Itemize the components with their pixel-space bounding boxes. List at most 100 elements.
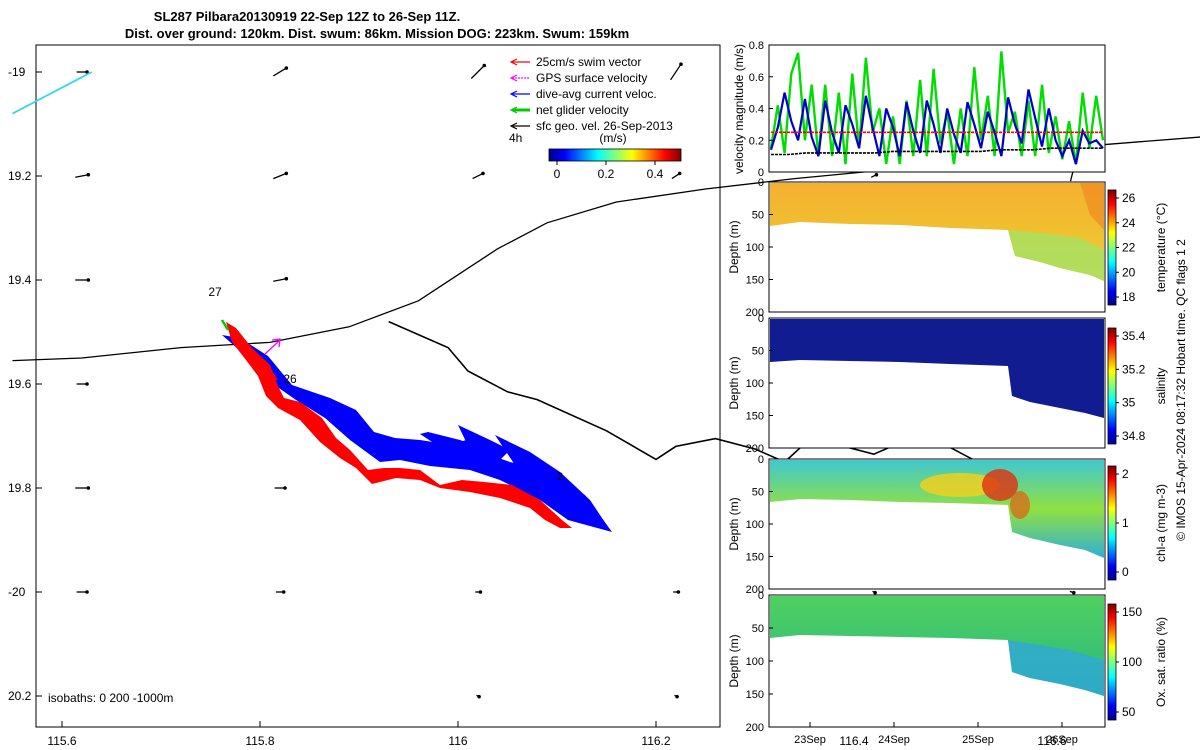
section-colorbar-tick-label: 24 <box>1122 216 1136 230</box>
section-colorbar-tick-label: 35.2 <box>1122 362 1146 376</box>
salinity-panel <box>768 317 1106 449</box>
depth-axis-label: Depth (m) <box>727 497 741 550</box>
depth-tick-label: 50 <box>752 346 764 358</box>
legend-label: dive-avg current veloc. <box>536 87 657 101</box>
geo-vector <box>273 172 287 180</box>
geo-vector-head <box>679 62 683 66</box>
gps-surface-velocity-arrow <box>264 338 281 355</box>
map-annotation-2: 2 <box>557 471 563 483</box>
depth-tick-label: 200 <box>746 443 764 455</box>
oxygen-section-deep-layer <box>1008 640 1104 696</box>
section-colorbar <box>1107 327 1117 445</box>
section-colorbar-label: salinity <box>1154 368 1168 405</box>
temperature-panel <box>768 181 1106 313</box>
map-title-line-1: SL287 Pilbara20130919 22-Sep 12Z to 26-S… <box>154 9 460 24</box>
velocity-y-ticks: 0 0.2 0.4 0.6 0.8 <box>749 40 773 179</box>
chl-maximum-core <box>982 469 1018 501</box>
legend-label: 25cm/s swim vector <box>536 55 641 69</box>
depth-tick-label: 0 <box>758 313 764 325</box>
geo-vector-head <box>873 590 877 595</box>
geo-vector <box>472 172 484 180</box>
geo-vector <box>670 63 682 81</box>
depth-tick-label: 150 <box>746 689 764 701</box>
chl-maximum-layer <box>920 473 1000 497</box>
map-y-tick-label: -20 <box>8 585 26 599</box>
geo-vector-head <box>874 172 879 177</box>
map-x-tick-label: 116.2 <box>641 734 670 748</box>
velocity-y-tick-label: 0 <box>758 167 764 179</box>
map-y-tick-label: 19.2 <box>8 169 32 183</box>
map-axis-ticks: 115.6115.8116116.2116.4116.6116.8-1919.2… <box>8 65 1067 748</box>
temperature-section-cool-layer <box>1008 230 1104 281</box>
dive-avg-current-swath <box>222 335 612 532</box>
legend-label: GPS surface velocity <box>536 71 647 85</box>
depth-tick-label: 150 <box>746 275 764 287</box>
section-colorbar-tick-label: 35 <box>1122 396 1136 410</box>
legend-arrowhead <box>509 90 518 98</box>
geo-vector-head <box>482 63 487 68</box>
section-colorbar-tick-label: 50 <box>1122 705 1136 719</box>
map-legend: 25cm/s swim vector GPS surface velocity di… <box>509 55 673 133</box>
section-colorbar-tick-label: 1 <box>1122 516 1129 530</box>
section-colorbar <box>1107 189 1117 306</box>
section-colorbar <box>1107 465 1117 581</box>
geo-vector-head <box>281 590 286 594</box>
oxygen-panel <box>768 594 1106 728</box>
map-y-tick-label: 20.2 <box>8 689 32 703</box>
speed-colorbar-ticks: 0 0.2 0.4 <box>554 161 664 181</box>
geo-vector <box>273 278 287 282</box>
map-axes-box <box>35 44 721 728</box>
geo-vector <box>272 67 287 77</box>
section-colorbar-tick-label: 26 <box>1122 191 1136 205</box>
geo-vector-head <box>86 486 91 490</box>
velocity-ylabel: velocity magnitude (m/s) <box>732 44 746 174</box>
isobaths-label: isobaths: 0 200 -1000m <box>48 691 173 705</box>
depth-tick-label: 100 <box>746 519 764 531</box>
depth-tick-label: 100 <box>746 242 764 254</box>
depth-tick-label: 50 <box>752 487 764 499</box>
map-panel: 115.6115.8116116.2116.4116.6116.8-1919.2… <box>8 44 1200 748</box>
section-colorbar <box>1107 603 1117 721</box>
legend-arrowhead <box>509 74 518 82</box>
velocity-series-line <box>769 51 1105 165</box>
geo-vector-head <box>677 171 682 176</box>
section-colorbar-tick-label: 34.8 <box>1122 429 1146 443</box>
time-tick-label: 26Sep <box>1046 734 1078 746</box>
velocity-y-tick-label: 0.2 <box>749 135 764 147</box>
depth-tick-label: 200 <box>746 722 764 734</box>
section-colorbar-tick-label: 100 <box>1122 655 1142 669</box>
speed-colorbar <box>548 148 682 162</box>
geo-vector-head <box>477 694 481 699</box>
geo-vector-head <box>676 590 681 594</box>
depth-axis-label: Depth (m) <box>727 220 741 273</box>
geo-vector-head <box>284 276 289 281</box>
chl-section <box>770 460 1104 558</box>
map-x-tick-label: 115.6 <box>47 734 76 748</box>
depth-tick-label: 0 <box>758 454 764 466</box>
colorbar-tick-label: 0 <box>554 167 561 181</box>
map-x-tick-label: 116 <box>448 734 467 748</box>
depth-tick-label: 100 <box>746 378 764 390</box>
section-colorbar-tick-label: 0 <box>1122 565 1129 579</box>
time-tick-label: 24Sep <box>878 734 910 746</box>
geo-vector-head <box>284 171 289 176</box>
geo-vector-head <box>284 66 289 70</box>
map-x-tick-label: 115.8 <box>245 734 274 748</box>
geo-vector-head <box>478 590 483 594</box>
colorbar-title: (m/s) <box>599 131 626 145</box>
section-colorbar-tick-label: 18 <box>1122 290 1136 304</box>
colorbar-tick-label: 0.4 <box>647 167 664 181</box>
legend-label: sfc geo. vel. 26-Sep-2013 <box>536 119 673 133</box>
legend-label: net glider velocity <box>536 103 629 117</box>
net-glider-velocity-marker <box>220 319 230 331</box>
depth-tick-label: 50 <box>752 210 764 222</box>
velocity-series <box>769 51 1105 165</box>
velocity-series-line <box>771 147 1103 156</box>
velocity-y-tick-label: 0.8 <box>749 40 764 52</box>
time-tick-label: 23Sep <box>794 734 826 746</box>
geo-vector <box>470 65 485 79</box>
section-colorbar-label: Ox. sat. ratio (%) <box>1154 617 1168 707</box>
geo-vector-head <box>283 486 287 490</box>
map-y-tick-label: -19 <box>8 65 26 79</box>
